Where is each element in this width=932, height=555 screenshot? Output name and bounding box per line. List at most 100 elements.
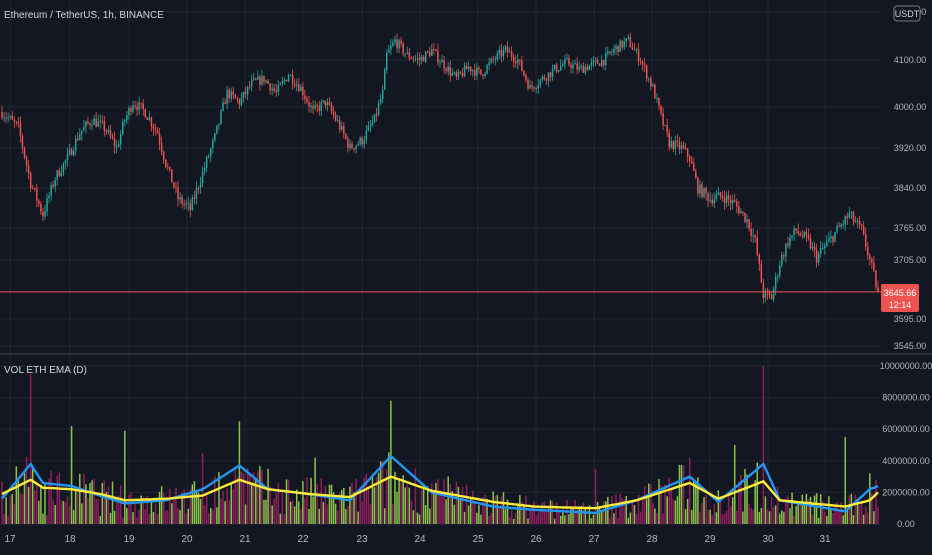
volume-bar [156,513,159,524]
candle-body [627,36,630,39]
volume-bar [529,509,531,524]
candle-body [355,145,357,150]
volume-bar [97,498,99,524]
volume-bar [474,502,476,524]
volume-ema-lines[interactable] [1,454,879,515]
volume-bar [36,481,38,524]
volume-axis[interactable]: 0.00 2000000.00 4000000.00 6000000.00 800000… [880,361,932,529]
volume-bar [733,445,736,524]
volume-bar [469,497,472,524]
volume-bar [5,497,7,524]
volume-bar [248,473,251,524]
candle-body [570,64,572,69]
candle-body [93,118,95,125]
volume-bar [87,497,89,524]
volume-bar [576,506,578,524]
currency-badge[interactable]: USDT [893,5,921,22]
candle-body [83,126,85,131]
candle-body [613,49,615,53]
candle-body [695,171,697,178]
candle-body [332,111,335,116]
volume-bar [269,486,271,524]
candle-body [684,148,687,150]
volume-bar [568,514,570,524]
volume-bar [218,472,220,524]
price-tick-label: 3705.00 [894,255,927,265]
time-tick-label: 25 [472,534,484,545]
candle-body [457,71,460,77]
candle-body [576,63,578,70]
candle-body [785,243,787,257]
candle-body [205,157,208,168]
candle-body [431,49,433,56]
candle-body [373,114,376,123]
candle-body [386,52,388,70]
candle-body [142,103,144,110]
volume-bars[interactable] [1,366,879,524]
candle-body [117,144,120,147]
volume-bar [310,477,312,524]
time-axis[interactable]: 17 18 19 20 21 22 23 24 25 26 27 28 29 30 31 [4,534,831,545]
candle-body [643,64,646,67]
candle-body [285,79,288,82]
volume-bar [224,501,226,524]
candle-body [662,113,664,126]
volume-bar [776,487,779,524]
volume-bar [445,499,447,524]
candle-body [869,255,871,259]
volume-bar [322,502,325,524]
volume-bar [58,472,61,524]
candle-body [33,187,36,189]
volume-bar [89,483,91,524]
volume-bar [826,515,828,524]
volume-bar [467,505,470,524]
volume-bar [754,480,756,524]
volume-bar [408,487,411,524]
time-tick-label: 24 [414,534,426,545]
volume-bar [512,518,515,524]
volume-bar [807,499,810,524]
volume-bar [752,509,754,524]
candle-body [310,105,312,107]
volume-bar [871,493,873,524]
candle-body [850,211,853,214]
volume-bar [813,495,816,524]
volume-bar [273,498,275,524]
volume-bar [435,482,437,524]
candle-body [148,117,151,120]
candle-body [25,157,28,166]
volume-bar [140,495,142,524]
volume-bar [308,508,310,524]
candle-body [173,182,175,188]
volume-bar [803,502,806,524]
volume-bar [633,504,636,524]
volume-bar [586,519,589,524]
volume-bar [742,511,744,524]
volume-bar [369,503,372,524]
candle-body [848,213,851,218]
volume-bar [750,507,752,524]
volume-bar [42,513,44,524]
candle-body [70,149,73,156]
volume-bar [537,512,539,524]
time-tick-label: 26 [530,534,542,545]
volume-bar [400,482,402,524]
price-candles[interactable] [0,32,881,304]
volume-bar [240,471,243,524]
candle-body [723,197,726,204]
candle-body [179,196,181,200]
candle-body [392,42,394,46]
volume-bar [486,498,488,524]
candle-body [238,99,241,105]
volume-bar [199,498,202,524]
volume-bar [429,508,431,524]
volume-bar [160,486,163,524]
candle-body [414,58,417,60]
volume-bar [177,507,179,524]
candle-body [650,78,652,87]
candle-body [189,203,192,211]
candle-body [390,45,392,50]
